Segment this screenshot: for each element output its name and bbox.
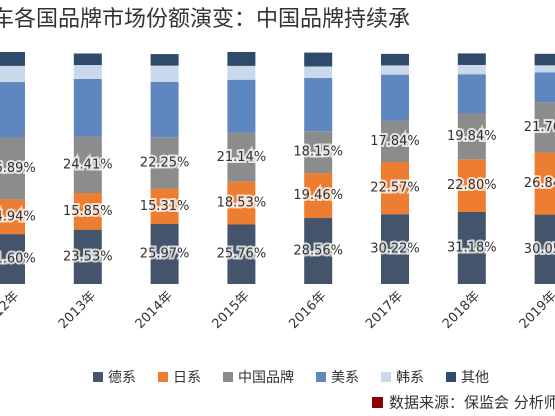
- data-label: 19.46%: [293, 188, 343, 203]
- legend-marker: [93, 372, 103, 382]
- legend-marker: [223, 372, 233, 382]
- legend-label: 中国品牌: [238, 369, 294, 386]
- bar-segment: [381, 74, 409, 121]
- legend-marker: [446, 372, 456, 382]
- bar-segment: [150, 137, 179, 189]
- data-label: 22.25%: [140, 155, 190, 170]
- source-icon: [372, 397, 383, 408]
- legend-marker: [316, 372, 326, 382]
- bar-segment: [73, 53, 102, 66]
- bar-segment: [304, 218, 333, 284]
- data-label: 14.94%: [0, 209, 36, 224]
- bar-segment: [73, 78, 102, 137]
- bar-segment: [0, 234, 25, 284]
- data-label: 15.85%: [63, 204, 113, 219]
- bar-segment: [227, 65, 256, 80]
- x-tick-label: 2014年: [133, 289, 176, 332]
- data-label: 31.18%: [447, 240, 497, 255]
- bar-segment: [150, 81, 179, 138]
- bar-segment: [534, 214, 555, 284]
- x-tick-label: 2015年: [210, 289, 253, 332]
- bar-segment: [150, 65, 179, 82]
- legend-marker: [381, 372, 391, 382]
- bar-segment: [457, 211, 486, 284]
- bar-segment: [381, 162, 409, 215]
- bar-segment: [457, 53, 486, 65]
- x-tick-label: 2017年: [363, 289, 406, 332]
- data-label: 17.84%: [370, 134, 420, 149]
- bar-segment: [534, 72, 555, 103]
- data-label: 15.31%: [140, 199, 190, 214]
- bar-segment: [381, 120, 409, 163]
- data-label: 28.56%: [293, 244, 343, 259]
- bar-segment: [534, 53, 555, 66]
- bar-segment: [381, 53, 409, 66]
- data-label: 25.76%: [217, 247, 267, 262]
- bar-segment: [304, 131, 333, 174]
- bar-segment: [0, 65, 25, 83]
- legend-label: 德系: [108, 370, 136, 386]
- bar-segment: [0, 52, 25, 66]
- data-label: 26.84%: [524, 176, 555, 191]
- bar-segment: [150, 188, 179, 225]
- x-tick-label: 2013年: [56, 289, 99, 332]
- data-label: 21.60%: [0, 252, 36, 267]
- bar-segment: [304, 173, 333, 219]
- chart-title: 车各国品牌市场份额演变：中国品牌持续承: [0, 7, 410, 32]
- bar-segment: [227, 181, 256, 225]
- data-label: 18.15%: [293, 145, 343, 160]
- source: 数据来源：保监会 分析师: [389, 394, 555, 412]
- legend-marker: [158, 372, 168, 382]
- data-label: 24.41%: [63, 157, 113, 172]
- bar-segment: [150, 224, 179, 284]
- data-label: 30.22%: [370, 242, 420, 257]
- data-label: 19.84%: [447, 129, 497, 144]
- data-label: 23.53%: [63, 249, 113, 264]
- data-label: 22.80%: [447, 178, 497, 193]
- data-label: 21.76%: [524, 120, 555, 135]
- bar-segment: [0, 137, 25, 200]
- bar-segment: [534, 102, 555, 153]
- bar-segment: [304, 78, 333, 132]
- data-label: 18.53%: [217, 196, 267, 211]
- legend-label: 其他: [461, 370, 489, 386]
- data-label: 30.05%: [524, 242, 555, 257]
- bar-segment: [304, 52, 333, 67]
- bar-segment: [227, 52, 256, 66]
- bar-segment: [534, 152, 555, 215]
- bar-segment: [73, 229, 102, 284]
- data-label: 21.14%: [217, 150, 267, 165]
- x-tick-label: 2012年: [0, 289, 22, 332]
- data-label: 26.89%: [0, 161, 36, 176]
- x-tick-label: 2016年: [286, 289, 329, 332]
- data-label: 22.57%: [370, 181, 420, 196]
- bar-segment: [73, 136, 102, 194]
- x-tick-label: 2019年: [517, 289, 555, 332]
- x-tick-label: 2018年: [440, 289, 483, 332]
- bar-segment: [457, 113, 486, 160]
- bar-segment: [381, 214, 409, 284]
- legend-label: 日系: [173, 370, 201, 386]
- bar-segment: [73, 193, 102, 230]
- legend-label: 美系: [331, 370, 359, 386]
- bar-segment: [304, 66, 333, 79]
- bar-segment: [227, 79, 256, 133]
- bar-segment: [150, 54, 179, 66]
- bar-segment: [227, 132, 256, 182]
- legend-label: 韩系: [396, 370, 424, 386]
- bar-segment: [0, 199, 25, 235]
- bar-segment: [73, 65, 102, 79]
- bar-segment: [227, 224, 256, 284]
- bar-segment: [534, 65, 555, 73]
- bar-segment: [381, 65, 409, 75]
- bar-segment: [457, 159, 486, 212]
- bar-segment: [457, 64, 486, 75]
- data-label: 25.97%: [140, 247, 190, 262]
- bar-segment: [0, 82, 25, 138]
- bar-segment: [457, 74, 486, 114]
